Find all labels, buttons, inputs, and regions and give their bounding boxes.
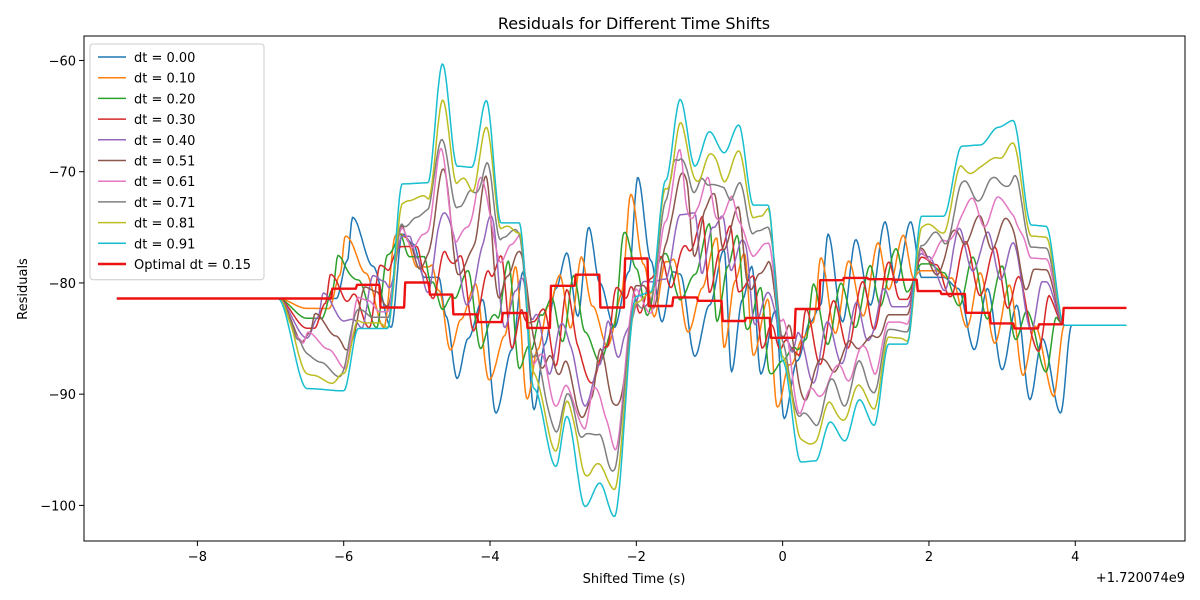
y-axis: −100 −90 −80 −70 −60 (40, 54, 84, 514)
series-line-2 (116, 222, 1127, 375)
y-tick-label: −80 (49, 277, 76, 292)
y-tick-label: −60 (49, 54, 76, 69)
x-axis-label: Shifted Time (s) (583, 572, 686, 587)
plot-frame (83, 35, 1186, 542)
legend: dt = 0.00 dt = 0.10 dt = 0.20 dt = 0.30 dt =… (89, 43, 265, 281)
x-tick-label: 2 (925, 550, 933, 565)
x-tick-label: −4 (480, 550, 499, 565)
x-tick-label: −8 (188, 550, 207, 565)
x-tick-label: −6 (334, 550, 353, 565)
series-line-9 (116, 63, 1127, 518)
series-line-4 (116, 212, 1127, 407)
legend-label: dt = 0.40 (134, 134, 195, 149)
x-tick-label: 4 (1071, 550, 1079, 565)
x-tick-label: −2 (627, 550, 646, 565)
y-axis-label: Residuals (16, 258, 31, 320)
legend-label: dt = 0.91 (134, 237, 195, 252)
x-axis: −8 −6 −4 −2 0 2 4 (188, 541, 1079, 565)
series-line-10 (116, 257, 1127, 339)
chart-title: Residuals for Different Time Shifts (498, 14, 770, 33)
y-tick-label: −90 (49, 388, 76, 403)
y-tick-label: −70 (49, 166, 76, 181)
legend-label: dt = 0.30 (134, 113, 195, 128)
series-line-8 (116, 99, 1127, 491)
legend-label: dt = 0.71 (134, 196, 195, 211)
x-tick-label: 0 (779, 550, 787, 565)
legend-label: Optimal dt = 0.15 (134, 258, 251, 273)
x-offset-label: +1.720074e9 (1096, 571, 1185, 586)
series-line-3 (116, 215, 1127, 384)
legend-label: dt = 0.81 (134, 217, 195, 232)
legend-label: dt = 0.00 (134, 51, 195, 66)
legend-label: dt = 0.51 (134, 155, 195, 170)
legend-label: dt = 0.20 (134, 92, 195, 107)
y-tick-label: −100 (40, 499, 76, 514)
legend-label: dt = 0.10 (134, 72, 195, 87)
series-layer (116, 63, 1127, 518)
legend-label: dt = 0.61 (134, 175, 195, 190)
legend-box (89, 43, 265, 281)
